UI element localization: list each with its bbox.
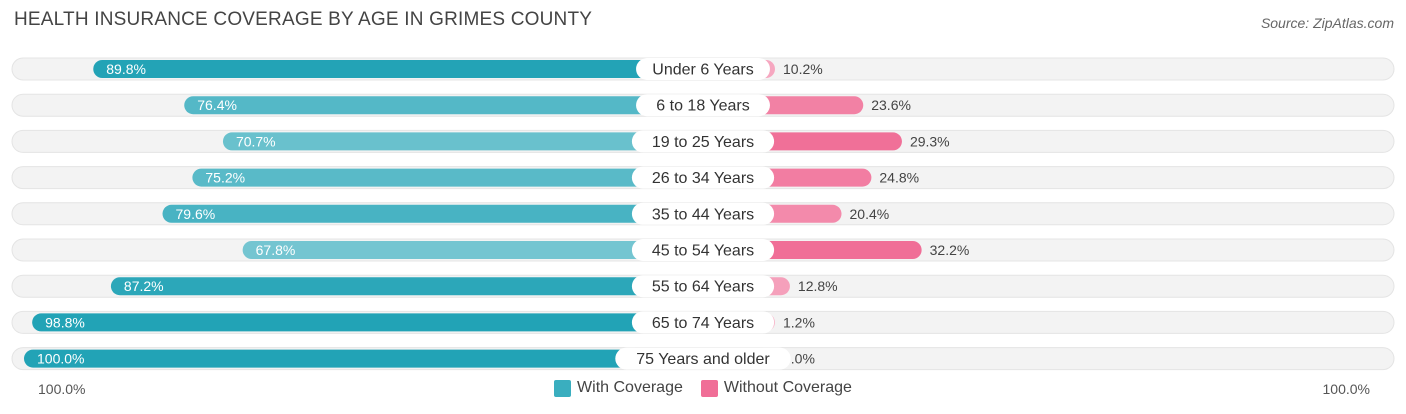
value-label-without-coverage: 32.2% (930, 242, 970, 258)
category-pill (636, 94, 770, 117)
legend-label-without-coverage: Without Coverage (723, 379, 852, 396)
category-label: 65 to 74 Years (652, 315, 754, 332)
value-label-without-coverage: 12.8% (798, 278, 838, 294)
value-label-with-coverage: 98.8% (45, 314, 85, 330)
value-label-without-coverage: 0.0% (783, 351, 815, 367)
category-pill (631, 166, 775, 189)
value-label-with-coverage: 87.2% (124, 278, 164, 294)
axis-right-label: 100.0% (1322, 381, 1370, 397)
category-pill (631, 202, 775, 225)
bar-with-coverage (184, 96, 703, 115)
category-label: Under 6 Years (652, 62, 753, 79)
value-label-without-coverage: 10.2% (783, 61, 823, 77)
bar-with-coverage (242, 241, 703, 259)
category-label: 26 to 34 Years (652, 170, 754, 187)
bar-with-coverage (162, 204, 704, 223)
category-pill (631, 275, 775, 298)
bar-with-coverage (24, 349, 703, 368)
category-label: 35 to 44 Years (652, 206, 754, 223)
legend-label-with-coverage: With Coverage (577, 379, 683, 396)
legend-swatch-with-coverage (554, 379, 572, 397)
bar-with-coverage (32, 313, 703, 332)
legend-item-with-coverage[interactable]: With Coverage (554, 379, 683, 397)
bar-with-coverage (93, 60, 704, 78)
value-label-without-coverage: 24.8% (879, 170, 919, 186)
legend: With Coverage Without Coverage (0, 379, 1406, 397)
category-pill (615, 347, 791, 370)
value-label-with-coverage: 89.8% (106, 61, 146, 77)
category-pill (636, 58, 770, 80)
value-label-with-coverage: 79.6% (176, 206, 216, 222)
value-label-without-coverage: 23.6% (871, 97, 911, 113)
category-label: 55 to 64 Years (652, 279, 754, 296)
legend-item-without-coverage[interactable]: Without Coverage (700, 379, 852, 397)
value-label-with-coverage: 70.7% (236, 133, 276, 149)
bar-with-coverage (110, 277, 704, 296)
category-pill (631, 311, 775, 334)
value-label-with-coverage: 67.8% (256, 242, 296, 258)
source-label: Source: ZipAtlas.com (1260, 15, 1394, 31)
category-label: 45 to 54 Years (652, 243, 754, 260)
value-label-with-coverage: 75.2% (205, 170, 245, 186)
chart-title: HEALTH INSURANCE COVERAGE BY AGE IN GRIM… (14, 9, 593, 30)
category-pill (631, 239, 775, 261)
value-label-without-coverage: 29.3% (910, 133, 950, 149)
axis-left-label: 100.0% (38, 381, 86, 397)
bar-with-coverage (222, 132, 703, 151)
bar-with-coverage (192, 168, 703, 187)
value-label-with-coverage: 100.0% (37, 351, 84, 367)
value-label-without-coverage: 20.4% (850, 206, 890, 222)
legend-swatch-without-coverage (700, 379, 718, 397)
category-pill (631, 130, 775, 153)
category-label: 75 Years and older (636, 351, 770, 368)
value-label-with-coverage: 76.4% (197, 97, 237, 113)
value-label-without-coverage: 1.2% (783, 314, 815, 330)
category-label: 6 to 18 Years (656, 98, 749, 115)
category-label: 19 to 25 Years (652, 134, 754, 151)
